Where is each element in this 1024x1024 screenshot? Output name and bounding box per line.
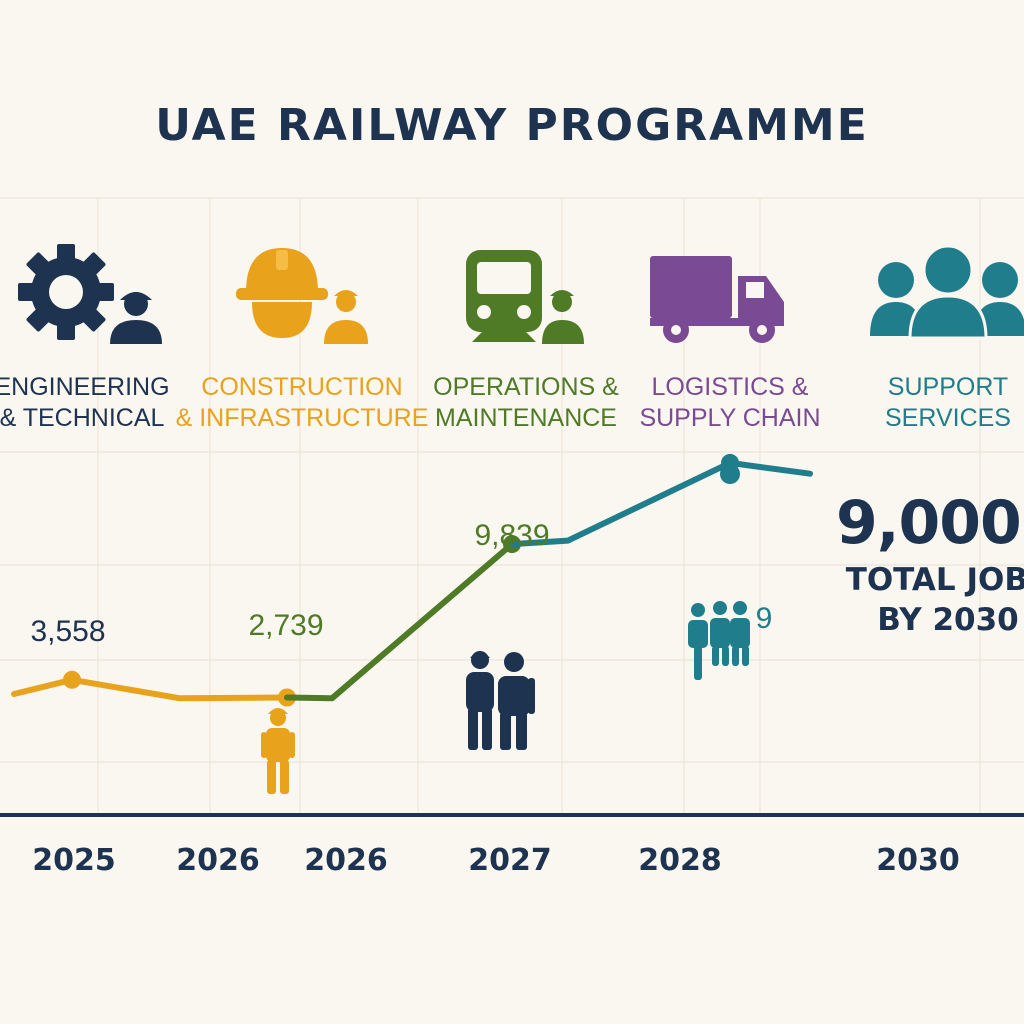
series-line-1 bbox=[11, 676, 290, 702]
gear-worker-icon bbox=[18, 244, 162, 344]
page-title: UAE RAILWAY PROGRAMME bbox=[155, 100, 869, 151]
data-label: 9,839 bbox=[474, 519, 549, 552]
train-worker-icon bbox=[466, 250, 584, 344]
hardhat-worker-icon bbox=[236, 248, 368, 344]
category-label-support: SUPPORT SERVICES bbox=[885, 373, 1011, 432]
data-label: 9 bbox=[756, 602, 773, 635]
data-label: 3,558 bbox=[30, 615, 105, 648]
series-line-3 bbox=[509, 459, 813, 548]
total-jobs-caption: TOTAL JOBS BY 2030 bbox=[845, 562, 1024, 638]
x-tick-label: 2027 bbox=[468, 843, 552, 878]
people-group-icon bbox=[870, 244, 1024, 340]
x-tick-label: 2028 bbox=[638, 843, 722, 878]
data-label: 2,739 bbox=[248, 609, 323, 642]
category-label-operations: OPERATIONS & MAINTENANCE bbox=[433, 373, 619, 432]
x-tick-label: 2030 bbox=[876, 843, 960, 878]
workers-figure-icon bbox=[466, 651, 535, 750]
x-tick-label: 2026 bbox=[176, 843, 260, 878]
peak-marker bbox=[720, 464, 740, 484]
category-label-logistics: LOGISTICS & SUPPLY CHAIN bbox=[639, 373, 821, 432]
series-line-2 bbox=[284, 541, 515, 702]
category-label-construction: CONSTRUCTION & INFRASTRUCTURE bbox=[175, 373, 429, 432]
total-jobs-value: 9,000+ bbox=[836, 488, 1024, 558]
x-tick-label: 2025 bbox=[32, 843, 116, 878]
support-staff-figure-icon bbox=[688, 601, 750, 680]
x-tick-label: 2026 bbox=[304, 843, 388, 878]
category-label-engineering: ENGINEERING & TECHNICAL bbox=[0, 373, 170, 432]
truck-icon bbox=[650, 256, 784, 343]
construction-worker-figure-icon bbox=[261, 708, 295, 794]
data-point bbox=[63, 670, 81, 689]
